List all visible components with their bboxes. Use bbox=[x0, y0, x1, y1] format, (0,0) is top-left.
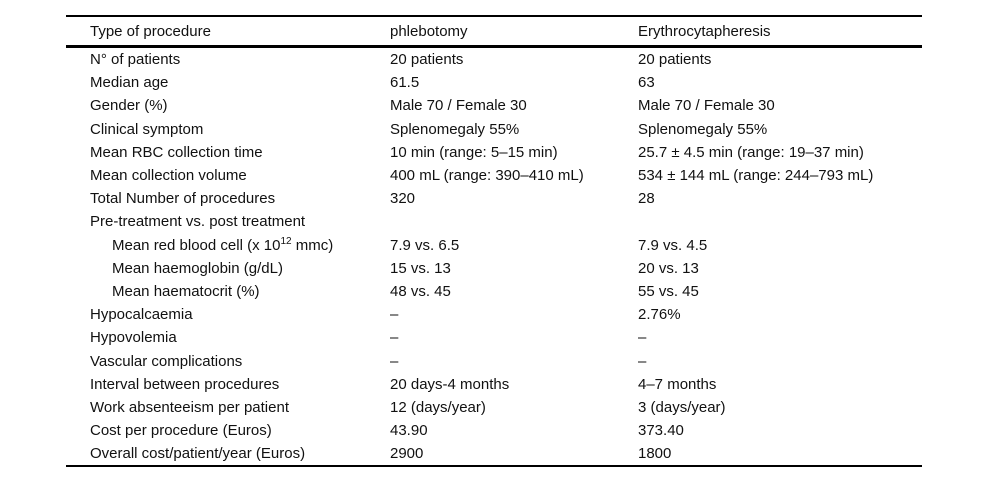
row-total-number-of-procedures: Total Number of procedures 320 28 bbox=[66, 187, 922, 210]
row-label: Clinical symptom bbox=[90, 120, 204, 138]
row-hypocalcaemia: Hypocalcaemia – 2.76% bbox=[66, 303, 922, 326]
label-superscript: 12 bbox=[280, 235, 292, 247]
row-clinical-symptom: Clinical symptom Splenomegaly 55% Spleno… bbox=[66, 118, 922, 141]
row-mean-rbc-collection-time: Mean RBC collection time 10 min (range: … bbox=[66, 141, 922, 164]
phlebotomy-value: Male 70 / Female 30 bbox=[390, 97, 527, 115]
erythrocytapheresis-value: 3 (days/year) bbox=[638, 398, 726, 416]
row-label: Mean red blood cell (x 1012 mmc) bbox=[66, 235, 390, 254]
phlebotomy-value: 2900 bbox=[390, 445, 424, 463]
erythrocytapheresis-value: Splenomegaly 55% bbox=[638, 120, 768, 138]
column-header-erythrocytapheresis: Erythrocytapheresis bbox=[638, 22, 771, 40]
erythrocytapheresis-value: 28 bbox=[638, 190, 655, 208]
erythrocytapheresis-value: Male 70 / Female 30 bbox=[638, 97, 775, 115]
phlebotomy-value: 15 vs. 13 bbox=[390, 259, 451, 277]
erythrocytapheresis-value: 55 vs. 45 bbox=[638, 282, 699, 300]
erythrocytapheresis-value: 534 ± 144 mL (range: 244–793 mL) bbox=[638, 167, 874, 185]
erythrocytapheresis-value: – bbox=[638, 352, 647, 370]
phlebotomy-value: Splenomegaly 55% bbox=[390, 120, 520, 138]
erythrocytapheresis-value: 25.7 ± 4.5 min (range: 19–37 min) bbox=[638, 143, 864, 161]
row-label: Mean collection volume bbox=[90, 167, 247, 185]
phlebotomy-value: 400 mL (range: 390–410 mL) bbox=[390, 167, 584, 185]
row-label: Hypocalcaemia bbox=[90, 306, 193, 324]
row-overall-cost-per-patient-year: Overall cost/patient/year (Euros) 2900 1… bbox=[66, 442, 922, 465]
row-hypovolemia: Hypovolemia – – bbox=[66, 326, 922, 349]
phlebotomy-value: 43.90 bbox=[390, 422, 428, 440]
erythrocytapheresis-value: 1800 bbox=[638, 445, 672, 463]
row-gender: Gender (%) Male 70 / Female 30 Male 70 /… bbox=[66, 94, 922, 117]
section-label: Pre-treatment vs. post treatment bbox=[90, 213, 306, 231]
erythrocytapheresis-value: 7.9 vs. 4.5 bbox=[638, 236, 708, 254]
comparison-table: Type of procedure phlebotomy Erythrocyta… bbox=[66, 15, 922, 468]
row-mean-collection-volume: Mean collection volume 400 mL (range: 39… bbox=[66, 164, 922, 187]
row-mean-red-blood-cell: Mean red blood cell (x 1012 mmc) 7.9 vs.… bbox=[66, 234, 922, 257]
phlebotomy-value: – bbox=[390, 352, 399, 370]
row-label: Total Number of procedures bbox=[90, 190, 276, 208]
phlebotomy-value: 12 (days/year) bbox=[390, 398, 486, 416]
row-label: Gender (%) bbox=[90, 97, 168, 115]
table-body: N° of patients 20 patients 20 patients M… bbox=[66, 48, 922, 465]
row-label: Mean haemoglobin (g/dL) bbox=[112, 259, 283, 277]
phlebotomy-value: 10 min (range: 5–15 min) bbox=[390, 143, 558, 161]
erythrocytapheresis-value: 20 patients bbox=[638, 51, 712, 69]
phlebotomy-value: 320 bbox=[390, 190, 416, 208]
erythrocytapheresis-value: 2.76% bbox=[638, 306, 681, 324]
label-suffix: mmc) bbox=[291, 236, 334, 254]
row-label: Mean RBC collection time bbox=[90, 143, 263, 161]
row-label: Mean haematocrit (%) bbox=[112, 282, 260, 300]
erythrocytapheresis-value: – bbox=[638, 329, 647, 347]
phlebotomy-value: 61.5 bbox=[390, 74, 420, 92]
label-prefix: Mean red blood cell (x 10 bbox=[112, 236, 281, 254]
row-label: N° of patients bbox=[90, 51, 181, 69]
erythrocytapheresis-value: 373.40 bbox=[638, 422, 684, 440]
phlebotomy-value: 20 days-4 months bbox=[390, 375, 510, 393]
row-label: Vascular complications bbox=[90, 352, 243, 370]
column-header-phlebotomy: phlebotomy bbox=[390, 22, 468, 40]
table-header-row: Type of procedure phlebotomy Erythrocyta… bbox=[66, 17, 922, 45]
phlebotomy-value: 7.9 vs. 6.5 bbox=[390, 236, 460, 254]
erythrocytapheresis-value: 20 vs. 13 bbox=[638, 259, 699, 277]
row-mean-haematocrit: Mean haematocrit (%) 48 vs. 45 55 vs. 45 bbox=[66, 280, 922, 303]
phlebotomy-value: 48 vs. 45 bbox=[390, 282, 451, 300]
phlebotomy-value: – bbox=[390, 306, 399, 324]
row-label: Interval between procedures bbox=[90, 375, 280, 393]
erythrocytapheresis-value: 4–7 months bbox=[638, 375, 717, 393]
row-median-age: Median age 61.5 63 bbox=[66, 71, 922, 94]
row-label: Median age bbox=[90, 74, 169, 92]
row-vascular-complications: Vascular complications – – bbox=[66, 349, 922, 372]
table-top-rule bbox=[66, 15, 922, 17]
row-cost-per-procedure: Cost per procedure (Euros) 43.90 373.40 bbox=[66, 419, 922, 442]
row-mean-haemoglobin: Mean haemoglobin (g/dL) 15 vs. 13 20 vs.… bbox=[66, 257, 922, 280]
phlebotomy-value: – bbox=[390, 329, 399, 347]
row-label: Overall cost/patient/year (Euros) bbox=[90, 445, 306, 463]
erythrocytapheresis-value: 63 bbox=[638, 74, 655, 92]
row-label: Hypovolemia bbox=[90, 329, 177, 347]
phlebotomy-value: 20 patients bbox=[390, 51, 464, 69]
column-header-type-of-procedure: Type of procedure bbox=[90, 22, 211, 40]
table-header-rule bbox=[66, 45, 922, 48]
row-work-absenteeism: Work absenteeism per patient 12 (days/ye… bbox=[66, 396, 922, 419]
row-pre-treatment-vs-post-treatment: Pre-treatment vs. post treatment bbox=[66, 210, 922, 233]
row-label: Cost per procedure (Euros) bbox=[90, 422, 272, 440]
row-interval-between-procedures: Interval between procedures 20 days-4 mo… bbox=[66, 373, 922, 396]
row-label: Work absenteeism per patient bbox=[90, 398, 289, 416]
row-n-of-patients: N° of patients 20 patients 20 patients bbox=[66, 48, 922, 71]
table-bottom-rule bbox=[66, 465, 922, 468]
